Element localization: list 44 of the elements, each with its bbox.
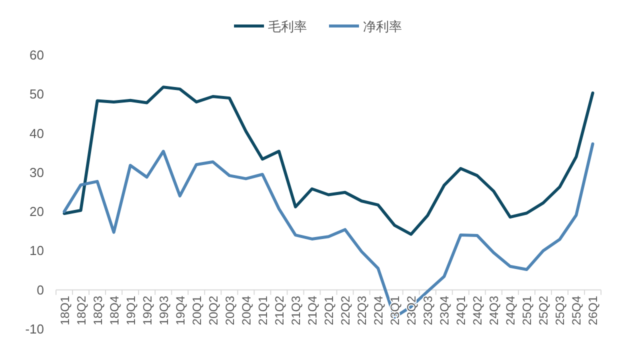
x-tick-label: 25Q3 (553, 296, 568, 326)
x-tick-label: 25Q4 (570, 296, 584, 326)
x-tick-label: 20Q4 (239, 296, 254, 326)
x-tick-label: 18Q4 (107, 296, 122, 326)
x-tick-label: 18Q1 (58, 296, 72, 326)
y-tick-label: 30 (30, 164, 44, 180)
x-tick-label: 26Q1 (586, 296, 600, 326)
legend-label: 净利率 (363, 19, 402, 34)
x-tick-label: 21Q2 (272, 296, 286, 326)
x-tick-label: 19Q2 (140, 296, 154, 326)
x-tick-label: 18Q3 (90, 296, 105, 326)
line-series (62, 86, 594, 236)
x-tick-label: 25Q1 (520, 296, 534, 326)
x-tick-label: 21Q4 (305, 296, 320, 326)
y-tick-label: 50 (30, 86, 44, 102)
x-tick-label: 23Q1 (388, 296, 402, 326)
x-tick-label: 22Q1 (322, 296, 336, 326)
x-tick-label: 19Q1 (124, 296, 138, 326)
x-tick-label: 24Q4 (504, 296, 518, 326)
x-tick-label: 18Q2 (74, 296, 88, 326)
x-tick-label: 21Q3 (288, 296, 303, 326)
y-tick-label: 0 (36, 282, 44, 298)
y-tick-label: -10 (25, 322, 44, 336)
y-tick-label: 40 (30, 126, 44, 141)
x-tick-label: 20Q2 (206, 296, 220, 326)
x-tick-label: 23Q4 (438, 296, 452, 326)
y-tick-label: 20 (30, 204, 44, 220)
y-tick-label: 10 (30, 243, 44, 258)
x-tick-label: 24Q1 (454, 296, 468, 326)
x-tick-label: 24Q2 (470, 296, 485, 326)
x-tick-label: 21Q1 (256, 296, 270, 326)
legend-label: 毛利率 (268, 19, 307, 34)
x-tick-label: 25Q2 (536, 296, 551, 326)
x-tick-label: 19Q4 (173, 296, 188, 326)
x-tick-label: 22Q2 (338, 296, 353, 326)
x-tick-label: 20Q3 (222, 296, 237, 326)
x-tick-label: 22Q4 (372, 296, 386, 326)
x-tick-label: 20Q1 (190, 296, 204, 326)
x-tick-label: 24Q3 (487, 296, 502, 326)
x-tick-label: 19Q3 (156, 296, 171, 326)
y-tick-label: 60 (30, 48, 44, 62)
x-tick-label: 23Q3 (421, 296, 436, 326)
x-tick-label: 23Q2 (404, 296, 419, 326)
x-tick-label: 22Q3 (355, 296, 370, 326)
